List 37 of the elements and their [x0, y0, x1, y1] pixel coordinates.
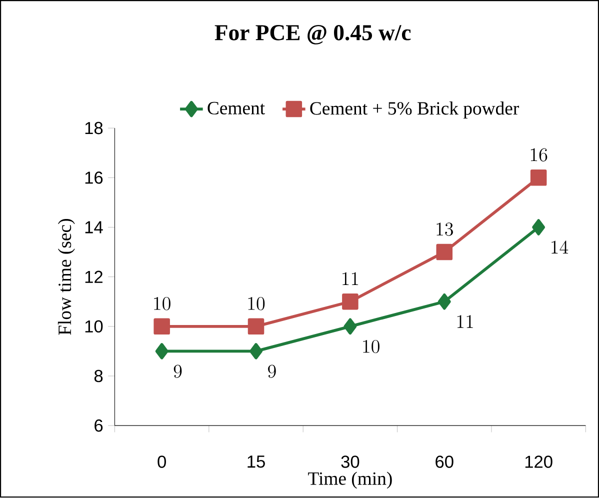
point	[530, 170, 547, 186]
y-tick-label: 14	[85, 221, 103, 234]
point	[155, 343, 168, 360]
data-label: 9	[268, 364, 276, 378]
data-label: 11	[342, 272, 358, 286]
data-label: 11	[457, 315, 473, 328]
legend-label: Cement	[208, 102, 265, 115]
x-axis-title: Time (min)	[308, 472, 392, 489]
data-label: 13	[436, 222, 453, 236]
data-label: 10	[248, 297, 265, 310]
x-tick-label: 0	[158, 456, 166, 468]
data-label: 10	[154, 297, 170, 310]
point	[532, 219, 546, 236]
data-label: 9	[174, 364, 182, 378]
x-tick-label: 15	[248, 456, 265, 468]
x-tick-label: 60	[436, 456, 454, 468]
y-tick-label: 6	[94, 420, 103, 432]
x-tick-label: 30	[341, 456, 360, 468]
point	[342, 294, 358, 310]
point	[250, 343, 262, 360]
point	[248, 318, 264, 335]
data-label: 16	[530, 148, 548, 162]
y-tick-label: 16	[85, 172, 103, 184]
point	[436, 244, 453, 260]
point	[344, 318, 357, 335]
y-axis-title: Flow time (sec)	[58, 219, 75, 336]
point	[154, 318, 170, 335]
data-label: 14	[552, 240, 568, 254]
y-tick-label: 18	[85, 122, 103, 134]
chart-title: For PCE @ 0.45 w/c	[214, 25, 411, 45]
data-label: 10	[363, 340, 380, 354]
y-tick-label: 12	[85, 270, 102, 284]
legend-label: Cement + 5% Brick powder	[310, 102, 520, 119]
x-tick-label: 120	[525, 456, 552, 468]
y-tick-label: 10	[85, 320, 103, 333]
point	[438, 294, 451, 310]
y-tick-label: 8	[94, 370, 103, 382]
